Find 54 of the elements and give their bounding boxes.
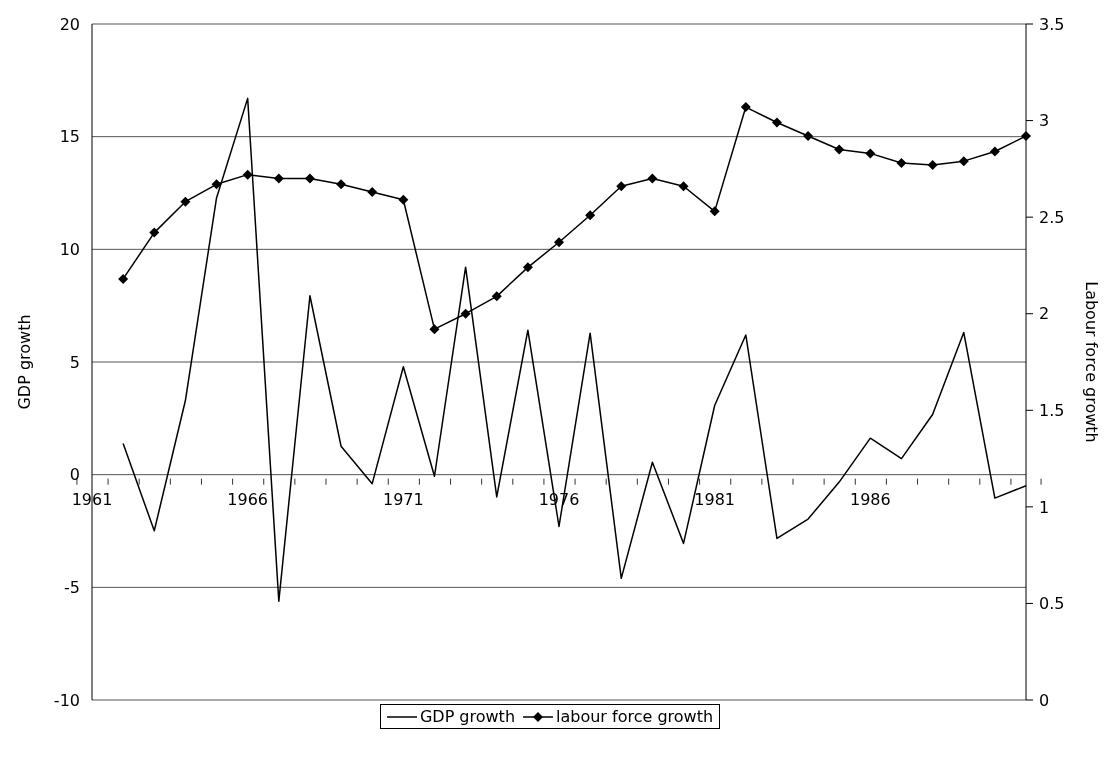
y2-tick-label: 3.5: [1039, 14, 1065, 34]
point: [865, 148, 876, 159]
point: [522, 262, 533, 273]
point: [304, 173, 315, 184]
legend-label: labour force growth: [555, 707, 714, 726]
point: [398, 194, 409, 205]
point: [989, 146, 1000, 157]
point: [803, 131, 814, 142]
point: [491, 291, 502, 302]
y-tick-label: 15: [59, 127, 80, 147]
legend-label: GDP growth: [418, 707, 516, 726]
y-axis-title: GDP growth: [14, 314, 34, 410]
point: [647, 173, 658, 184]
point: [678, 181, 689, 192]
x-tick-label: 1966: [227, 489, 269, 509]
point: [834, 144, 845, 155]
point: [585, 210, 596, 221]
x-tick-label: 1986: [849, 489, 891, 509]
point: [460, 308, 471, 319]
y-tick-label: 0: [69, 465, 80, 485]
y2-tick-label: 1: [1039, 497, 1050, 517]
y2-tick-label: 0: [1039, 690, 1050, 710]
y-tick-label: -5: [64, 578, 80, 598]
x-tick-label: 1981: [694, 489, 736, 509]
y-tick-label: 5: [69, 352, 80, 372]
point: [118, 273, 129, 284]
point: [367, 187, 378, 198]
point: [554, 237, 564, 248]
point: [273, 173, 284, 184]
y2-tick-label: 1.5: [1039, 400, 1065, 420]
point: [740, 102, 751, 113]
y-tick-label: -10: [53, 690, 80, 710]
point: [958, 156, 969, 167]
point: [927, 159, 938, 170]
y2-tick-label: 3: [1039, 111, 1050, 131]
y2-tick-label: 2: [1039, 304, 1050, 324]
point: [211, 179, 222, 190]
point: [709, 206, 720, 217]
point: [616, 181, 627, 192]
point: [896, 158, 907, 169]
point: [771, 117, 782, 128]
point: [429, 324, 440, 335]
point: [180, 196, 191, 207]
x-tick-label: 1961: [71, 489, 113, 509]
y2-tick-label: 0.5: [1039, 594, 1065, 614]
y-tick-label: 20: [59, 14, 80, 34]
point: [149, 227, 160, 238]
point: [242, 169, 253, 180]
x-tick-label: 1971: [382, 489, 424, 509]
y2-tick-label: 2.5: [1039, 207, 1065, 227]
y-tick-label: 10: [59, 240, 80, 260]
point: [336, 179, 347, 190]
point: [1021, 131, 1031, 142]
y2-axis-title: Labour force growth: [1082, 281, 1102, 443]
